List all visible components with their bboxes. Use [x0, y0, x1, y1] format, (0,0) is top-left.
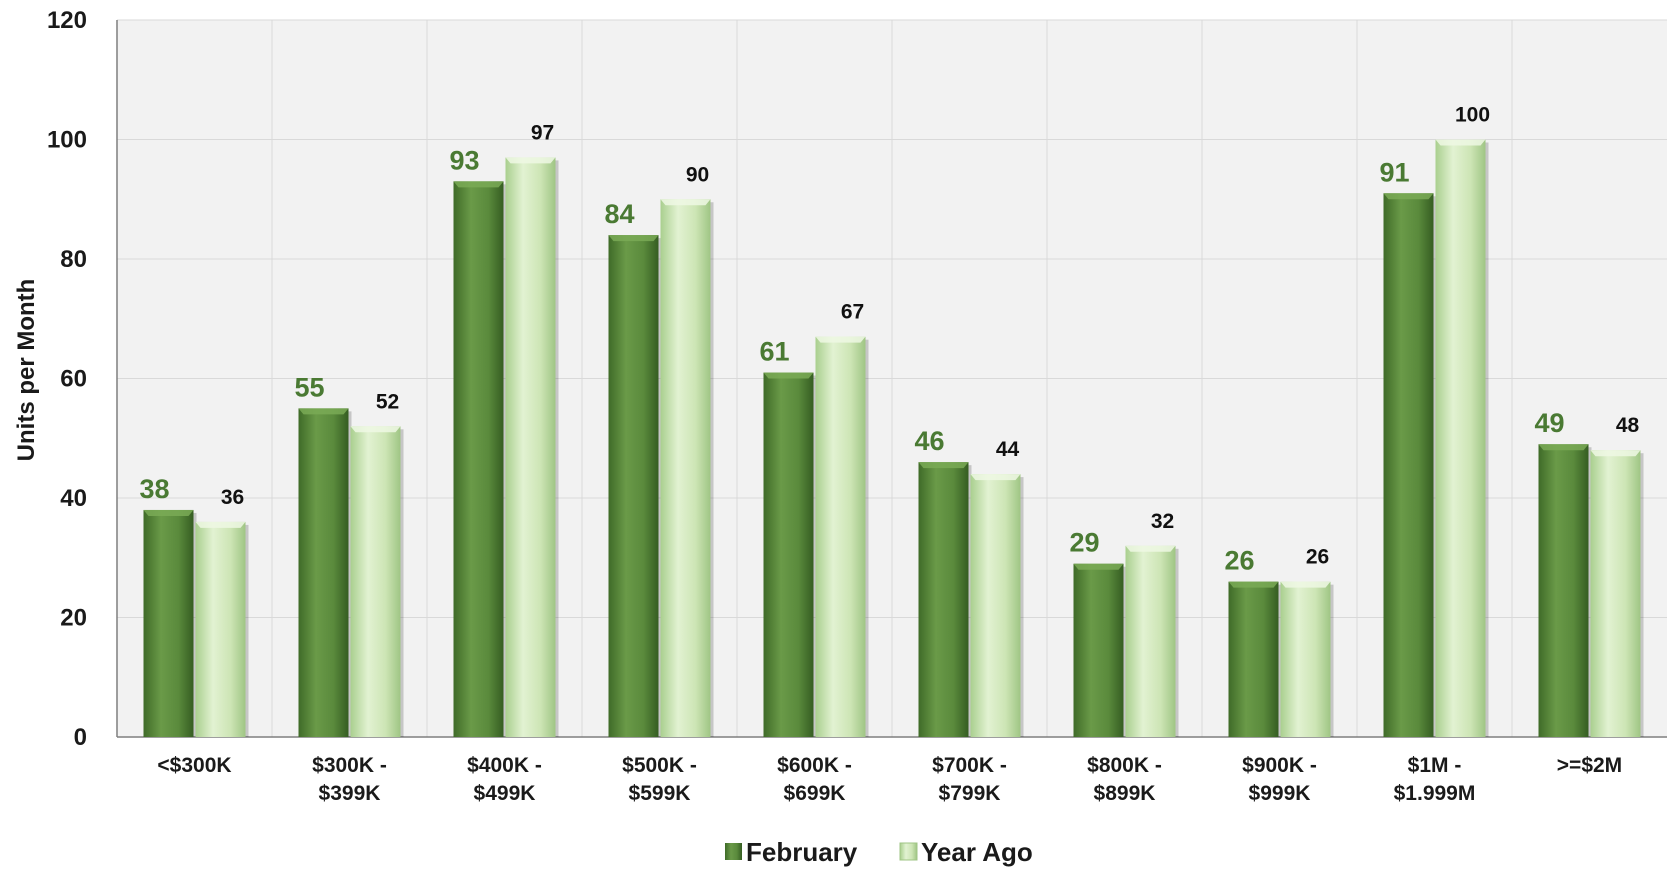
- y-tick-label: 60: [60, 366, 87, 393]
- y-tick-label: 40: [60, 485, 87, 512]
- data-label-year-ago: 52: [376, 390, 399, 413]
- data-label-year-ago: 97: [531, 121, 554, 144]
- y-axis-label: Units per Month: [13, 279, 40, 462]
- x-tick-label: $700K -: [932, 754, 1007, 777]
- data-label-year-ago: 36: [221, 486, 244, 509]
- x-tick-label: $1.999M: [1394, 782, 1476, 805]
- bar-february: [1538, 444, 1589, 737]
- bar-bevel: [1280, 581, 1331, 588]
- data-label-year-ago: 26: [1306, 546, 1329, 569]
- bar-year-ago: [1435, 139, 1486, 737]
- data-label-year-ago: 67: [841, 301, 864, 324]
- data-label-february: 55: [294, 372, 324, 402]
- bar-bevel: [1590, 450, 1641, 457]
- bar-bevel: [1538, 444, 1589, 451]
- bar-february: [1383, 193, 1434, 737]
- y-tick-label: 80: [60, 246, 87, 273]
- x-tick-label: $399K: [319, 782, 381, 805]
- y-tick-label: 100: [47, 127, 87, 154]
- bar-bevel: [1073, 563, 1124, 570]
- data-label-year-ago: 32: [1151, 510, 1174, 533]
- bar-year-ago: [660, 199, 711, 737]
- bar-bevel: [195, 521, 246, 528]
- data-label-february: 93: [449, 145, 479, 175]
- bar-bevel: [608, 235, 659, 242]
- data-label-february: 38: [139, 474, 169, 504]
- bar-february: [763, 372, 814, 737]
- bar-year-ago: [970, 474, 1021, 737]
- x-tick-label: $799K: [939, 782, 1001, 805]
- bar-year-ago: [350, 426, 401, 737]
- legend-swatch-february: [725, 843, 742, 860]
- data-label-year-ago: 44: [996, 438, 1020, 461]
- x-tick-label: <$300K: [157, 754, 231, 777]
- x-tick-label: $1M -: [1408, 754, 1462, 777]
- data-label-year-ago: 90: [686, 163, 709, 186]
- legend-label-february: February: [746, 837, 858, 867]
- data-label-year-ago: 48: [1616, 414, 1640, 437]
- x-tick-label: $499K: [474, 782, 536, 805]
- bar-bevel: [143, 509, 194, 516]
- data-label-february: 49: [1534, 408, 1564, 438]
- y-axis-ticks: 0 20 40 60 80 100 120: [47, 7, 87, 751]
- y-tick-label: 20: [60, 605, 87, 632]
- bar-february: [453, 181, 504, 737]
- data-label-february: 26: [1224, 546, 1254, 576]
- bar-bevel: [970, 474, 1021, 481]
- x-tick-label: $600K -: [777, 754, 852, 777]
- bar-year-ago: [1590, 450, 1641, 737]
- bar-february: [918, 462, 969, 737]
- bar-bevel: [1383, 193, 1434, 200]
- bar-february: [143, 509, 194, 737]
- bar-bevel: [350, 426, 401, 433]
- x-tick-label: $999K: [1249, 782, 1311, 805]
- bar-bevel: [918, 462, 969, 469]
- x-tick-label: $699K: [784, 782, 846, 805]
- legend-label-year-ago: Year Ago: [921, 837, 1033, 867]
- x-tick-label: >=$2M: [1557, 754, 1622, 777]
- legend-swatch-year-ago: [899, 842, 918, 861]
- bars: 38 36 55 52 93 97 84 90 61 67 46 44 29 32 26 26 91 100 49 4…: [139, 104, 1644, 738]
- bar-bevel: [453, 181, 504, 188]
- x-axis-categories: <$300K $300K - $399K $400K - $499K $500K - $59…: [157, 754, 1622, 805]
- data-label-february: 84: [604, 199, 634, 229]
- data-label-february: 91: [1379, 157, 1409, 187]
- y-tick-label: 0: [74, 724, 87, 751]
- bar-year-ago: [195, 521, 246, 737]
- bar-bevel: [1228, 581, 1279, 588]
- bar-february: [1073, 563, 1124, 737]
- x-tick-label: $899K: [1094, 782, 1156, 805]
- x-tick-label: $500K -: [622, 754, 697, 777]
- data-label-february: 29: [1069, 528, 1099, 558]
- bar-bevel: [815, 336, 866, 343]
- x-tick-label: $400K -: [467, 754, 542, 777]
- bar-february: [298, 408, 349, 737]
- x-tick-label: $599K: [629, 782, 691, 805]
- bar-year-ago: [1125, 545, 1176, 737]
- bar-february: [608, 235, 659, 737]
- y-tick-label: 120: [47, 7, 87, 34]
- bar-bevel: [660, 199, 711, 206]
- bar-year-ago: [505, 157, 556, 738]
- bar-bevel: [298, 408, 349, 415]
- bar-bevel: [1435, 139, 1486, 146]
- bar-bevel: [1125, 545, 1176, 552]
- legend: February Year Ago: [725, 837, 1033, 867]
- data-label-year-ago: 100: [1455, 104, 1490, 127]
- x-tick-label: $900K -: [1242, 754, 1317, 777]
- x-tick-label: $300K -: [312, 754, 387, 777]
- bar-bevel: [763, 372, 814, 379]
- bar-year-ago: [815, 336, 866, 737]
- bar-february: [1228, 581, 1279, 737]
- data-label-february: 61: [759, 337, 789, 367]
- data-label-february: 46: [914, 426, 944, 456]
- x-tick-label: $800K -: [1087, 754, 1162, 777]
- bar-bevel: [505, 157, 556, 164]
- bar-year-ago: [1280, 581, 1331, 737]
